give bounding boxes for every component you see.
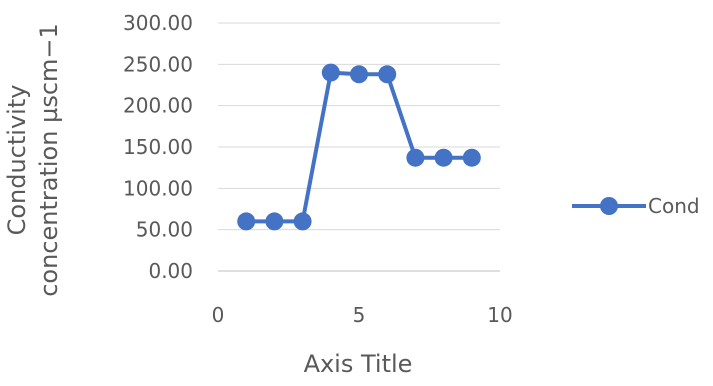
y-axis-title: Conductivity concentration µscm−1	[3, 23, 63, 297]
x-tick-labels: 0 5 10	[212, 303, 513, 327]
x-tick-label: 10	[487, 303, 512, 327]
data-point	[462, 148, 481, 167]
y-axis-title-line-1: Conductivity	[3, 85, 31, 236]
data-point	[350, 65, 368, 84]
y-tick-labels: 0.00 50.00 100.00 150.00 200.00 250.00 300.00	[123, 11, 193, 283]
data-point	[378, 65, 397, 84]
data-point	[434, 148, 453, 167]
y-tick-label: 200.00	[123, 94, 193, 118]
data-point	[293, 212, 312, 231]
y-tick-label: 0.00	[148, 259, 193, 283]
data-point	[321, 63, 340, 82]
data-point	[237, 212, 256, 231]
legend: Cond	[572, 194, 700, 218]
grid-lines	[218, 22, 500, 231]
legend-marker	[600, 197, 618, 215]
x-tick-label: 0	[212, 303, 225, 327]
y-tick-label: 300.00	[123, 11, 193, 35]
y-axis-title-line-2: concentration µscm−1	[35, 23, 63, 297]
legend-label: Cond	[648, 194, 700, 218]
y-tick-label: 50.00	[136, 218, 193, 242]
x-tick-label: 5	[353, 303, 366, 327]
y-tick-label: 250.00	[123, 52, 193, 76]
y-tick-label: 100.00	[123, 176, 193, 200]
data-point	[406, 148, 425, 167]
series	[237, 63, 481, 231]
y-tick-label: 150.00	[123, 135, 193, 159]
x-axis-title: Axis Title	[304, 350, 413, 378]
data-point	[265, 212, 284, 231]
